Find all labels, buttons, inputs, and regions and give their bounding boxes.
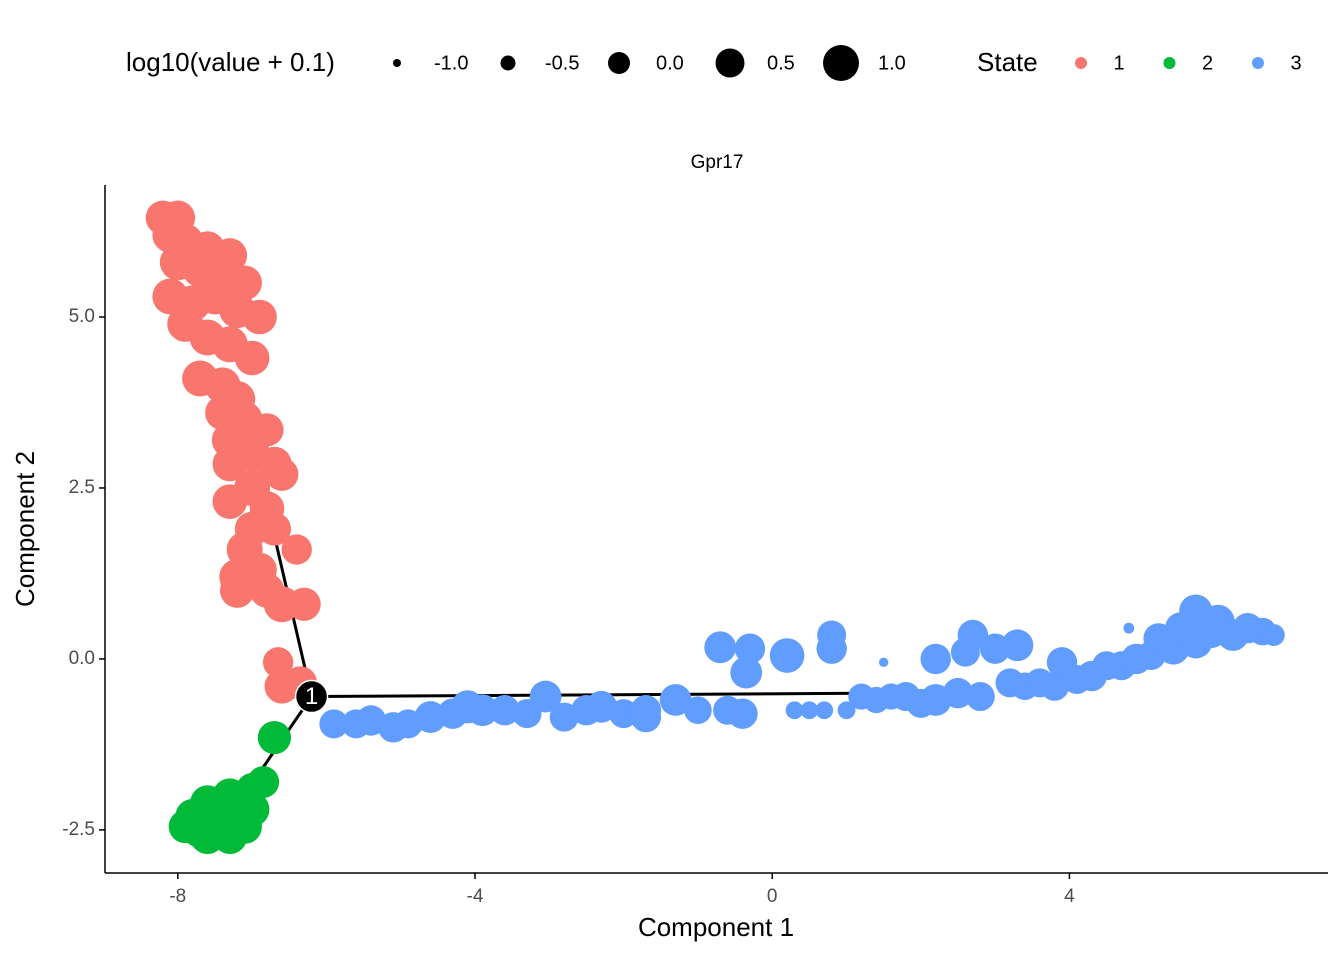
cell-point bbox=[942, 677, 974, 709]
cell-point bbox=[219, 573, 255, 608]
cell-point bbox=[800, 701, 819, 720]
color-legend-label: 1 bbox=[1113, 52, 1124, 74]
y-axis-label: Component 2 bbox=[10, 451, 40, 607]
color-legend-key bbox=[1252, 57, 1264, 69]
cell-point bbox=[704, 631, 737, 664]
cell-point bbox=[227, 265, 262, 301]
color-legend-title: State bbox=[977, 47, 1038, 77]
size-legend-key bbox=[500, 55, 516, 71]
cell-point bbox=[257, 512, 292, 546]
size-legend-label: -1.0 bbox=[434, 52, 468, 74]
cell-point bbox=[1182, 604, 1195, 618]
color-legend-key bbox=[1163, 57, 1176, 69]
color-legend-key bbox=[1075, 57, 1087, 69]
size-legend-key bbox=[393, 59, 401, 67]
cell-point bbox=[212, 484, 248, 519]
x-tick-label: -4 bbox=[467, 886, 484, 907]
cell-point bbox=[257, 720, 292, 755]
cell-point bbox=[319, 709, 349, 739]
size-legend-key bbox=[715, 48, 745, 78]
cell-point bbox=[957, 619, 989, 651]
cell-point bbox=[281, 534, 312, 565]
y-tick-label: 2.5 bbox=[69, 477, 95, 498]
cell-point bbox=[529, 680, 562, 713]
x-tick-label: 4 bbox=[1064, 886, 1075, 907]
cell-point bbox=[815, 701, 834, 720]
cell-point bbox=[1040, 671, 1070, 701]
cell-point bbox=[730, 656, 763, 689]
branch-label: 1 bbox=[305, 683, 318, 710]
cell-point bbox=[630, 701, 662, 733]
cell-point bbox=[196, 805, 233, 842]
size-legend-label: 1.0 bbox=[878, 52, 906, 74]
size-legend-label: 0.0 bbox=[656, 52, 684, 74]
cell-point bbox=[242, 299, 277, 335]
cell-point bbox=[837, 701, 856, 720]
cell-point bbox=[1001, 629, 1034, 662]
size-legend-key bbox=[608, 52, 630, 74]
cell-point bbox=[1123, 622, 1135, 634]
cell-point bbox=[287, 587, 321, 621]
cell-point bbox=[466, 694, 499, 727]
cell-point bbox=[920, 643, 951, 675]
panel-title: Gpr17 bbox=[691, 152, 744, 173]
x-tick-label: -8 bbox=[169, 886, 186, 907]
cell-point bbox=[734, 633, 766, 664]
y-tick-label: -2.5 bbox=[62, 819, 95, 840]
cell-point bbox=[965, 682, 995, 712]
cell-point bbox=[684, 696, 712, 725]
size-legend-title: log10(value + 0.1) bbox=[126, 47, 335, 77]
cell-point bbox=[659, 684, 692, 716]
cell-point bbox=[609, 699, 639, 729]
cell-point bbox=[1262, 624, 1285, 647]
cell-point bbox=[489, 695, 520, 726]
cell-point bbox=[817, 620, 847, 650]
cell-point bbox=[727, 698, 758, 729]
cell-point bbox=[785, 701, 804, 720]
size-legend-label: 0.5 bbox=[767, 52, 795, 74]
branch-point bbox=[294, 679, 329, 714]
size-legend-label: -0.5 bbox=[545, 52, 579, 74]
y-tick-label: 5.0 bbox=[69, 306, 95, 327]
cell-point bbox=[769, 638, 805, 673]
size-legend-key bbox=[823, 45, 859, 81]
cell-point bbox=[234, 340, 270, 376]
y-tick-label: 0.0 bbox=[69, 648, 95, 669]
color-legend-label: 2 bbox=[1202, 52, 1213, 74]
color-legend-label: 3 bbox=[1290, 52, 1301, 74]
cell-point bbox=[878, 657, 889, 668]
x-tick-label: 0 bbox=[767, 886, 778, 907]
cell-point bbox=[212, 446, 248, 482]
cell-point bbox=[265, 457, 299, 491]
x-axis-label: Component 1 bbox=[638, 912, 794, 942]
